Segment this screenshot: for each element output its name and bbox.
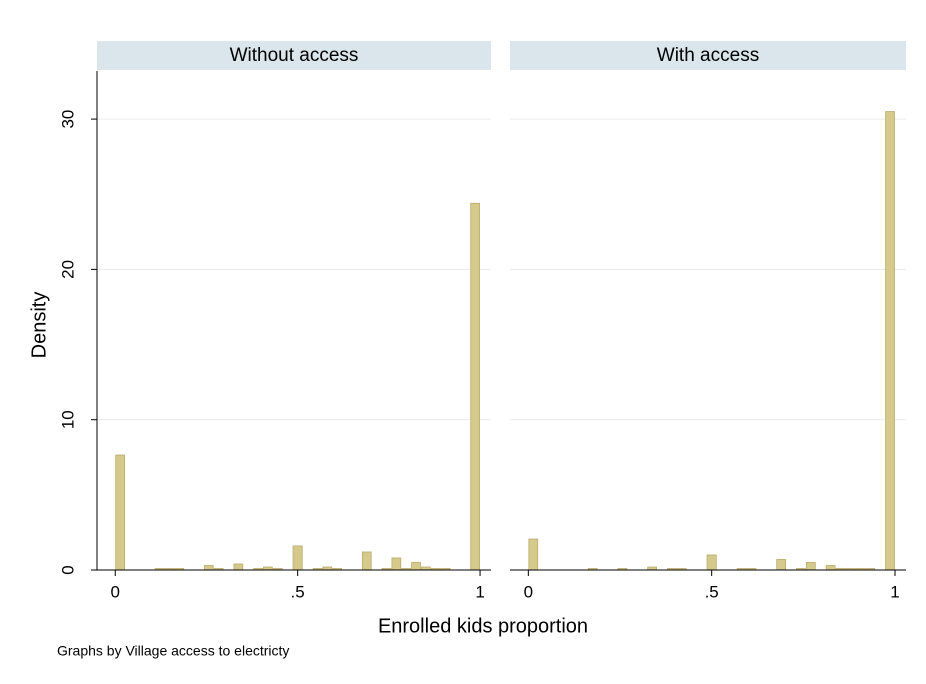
bar <box>706 554 717 571</box>
bar <box>361 551 372 571</box>
bar <box>203 565 214 571</box>
y-tick-label: 20 <box>58 260 77 279</box>
x-tick-label: .5 <box>291 582 305 601</box>
bar <box>528 538 539 571</box>
panel-strip <box>510 41 906 70</box>
x-tick-label: 1 <box>475 582 484 601</box>
x-tick-label: 0 <box>524 582 533 601</box>
y-axis-title: Density <box>28 292 50 359</box>
panel-strip <box>97 41 491 70</box>
bar <box>470 202 480 571</box>
panel-title: With access <box>657 45 759 66</box>
bar <box>115 454 125 571</box>
bar <box>776 559 787 571</box>
bar <box>411 562 421 571</box>
x-tick-label: 1 <box>890 582 899 601</box>
bar <box>292 545 303 571</box>
x-tick-label: 0 <box>111 582 120 601</box>
bar <box>825 565 836 571</box>
y-tick-label: 10 <box>58 410 77 429</box>
y-tick-label: 0 <box>58 565 77 574</box>
bar <box>391 557 402 571</box>
y-tick-label: 30 <box>58 110 77 129</box>
panel-title: Without access <box>230 45 359 66</box>
x-axis-title: Enrolled kids proportion <box>378 615 588 637</box>
bar <box>806 562 816 571</box>
bar <box>885 111 895 571</box>
note: Graphs by Village access to electricty <box>57 643 289 659</box>
bar <box>233 563 244 571</box>
x-tick-label: .5 <box>705 582 719 601</box>
